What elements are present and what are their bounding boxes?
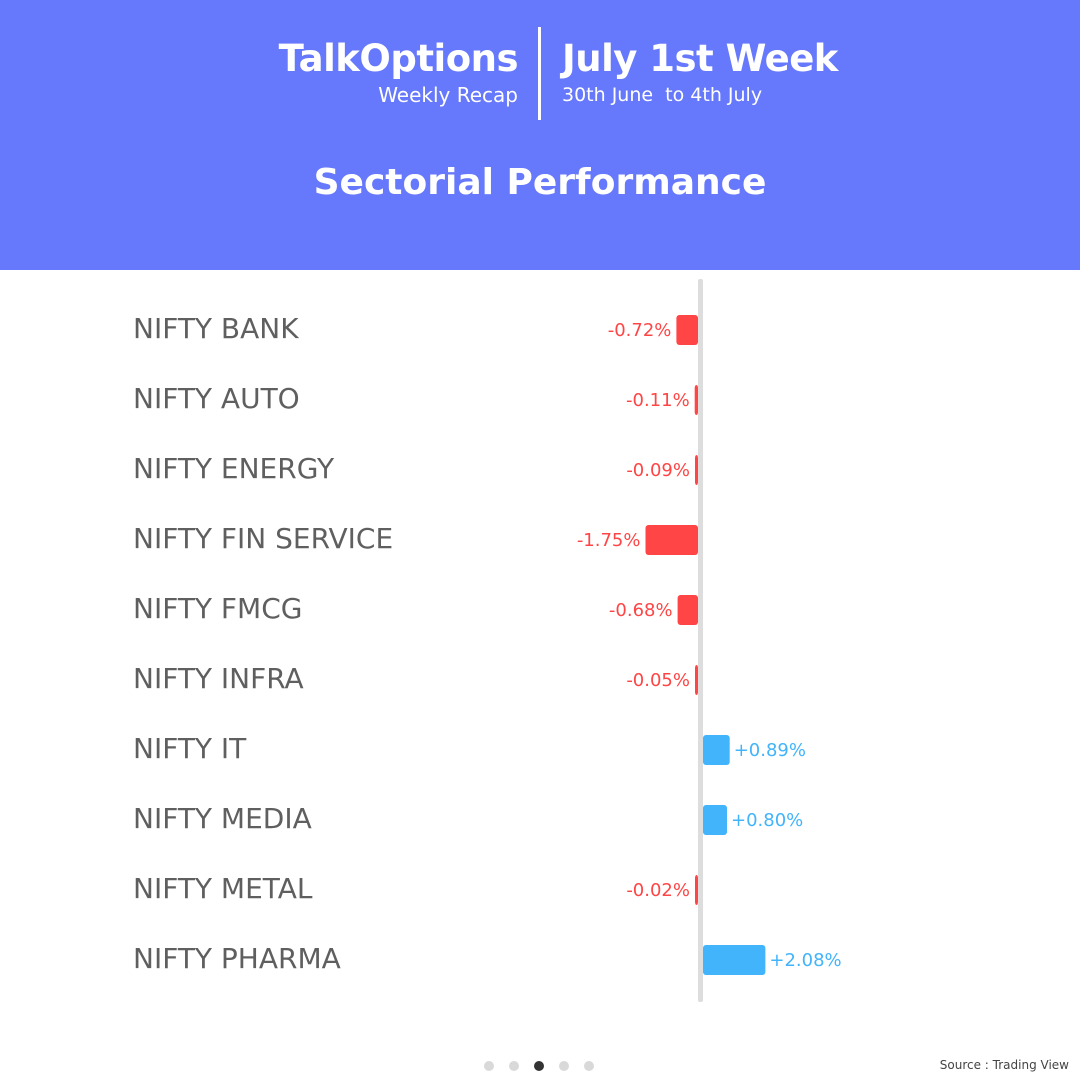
data-label: -1.75%: [577, 530, 641, 551]
data-label: +2.08%: [769, 950, 841, 971]
category-label: NIFTY INFRA: [133, 662, 304, 695]
bar: [703, 735, 730, 765]
week-block: July 1st Week 30th June to 4th July: [562, 38, 838, 108]
bar: [694, 385, 698, 415]
bar: [677, 595, 698, 625]
bar: [703, 945, 766, 975]
bar: [676, 315, 698, 345]
data-label: -0.09%: [626, 460, 690, 481]
bar: [695, 455, 698, 485]
bar: [695, 665, 698, 695]
bar: [695, 875, 698, 905]
header-banner: TalkOptions Weekly Recap July 1st Week 3…: [0, 0, 1080, 270]
pagination-dot-active[interactable]: [534, 1061, 544, 1071]
brand-block: TalkOptions Weekly Recap: [278, 37, 519, 108]
header-divider: [538, 27, 541, 120]
sector-bar-chart: NIFTY BANK -0.72% NIFTY AUTO -0.11% NIFTY EN…: [133, 279, 842, 1002]
category-label: NIFTY METAL: [133, 872, 313, 905]
pagination-dot[interactable]: [584, 1061, 594, 1071]
data-label: +0.89%: [734, 740, 806, 761]
bar: [645, 525, 698, 555]
week-range: 30th June to 4th July: [562, 84, 763, 106]
category-label: NIFTY AUTO: [133, 382, 300, 415]
category-label: NIFTY FIN SERVICE: [133, 522, 393, 555]
data-label: -0.72%: [608, 320, 672, 341]
category-label: NIFTY MEDIA: [133, 802, 312, 835]
data-label: -0.11%: [626, 390, 690, 411]
data-label: -0.02%: [626, 880, 690, 901]
category-label: NIFTY FMCG: [133, 592, 302, 625]
category-label: NIFTY BANK: [133, 312, 299, 345]
source-note: Source : Trading View: [939, 1058, 1069, 1072]
category-label: NIFTY PHARMA: [133, 942, 341, 975]
category-label: NIFTY ENERGY: [133, 452, 335, 485]
bar: [703, 805, 727, 835]
pagination-dot[interactable]: [509, 1061, 519, 1071]
data-label: +0.80%: [731, 810, 803, 831]
brand-name: TalkOptions: [278, 37, 519, 80]
brand-subtitle: Weekly Recap: [378, 83, 518, 107]
data-label: -0.68%: [609, 600, 673, 621]
week-title: July 1st Week: [562, 37, 838, 80]
category-label: NIFTY IT: [133, 732, 247, 765]
data-label: -0.05%: [626, 670, 690, 691]
zero-axis-line: [698, 279, 703, 1002]
pagination-dot[interactable]: [559, 1061, 569, 1071]
pagination-dot[interactable]: [484, 1061, 494, 1071]
section-title: Sectorial Performance: [313, 162, 767, 203]
